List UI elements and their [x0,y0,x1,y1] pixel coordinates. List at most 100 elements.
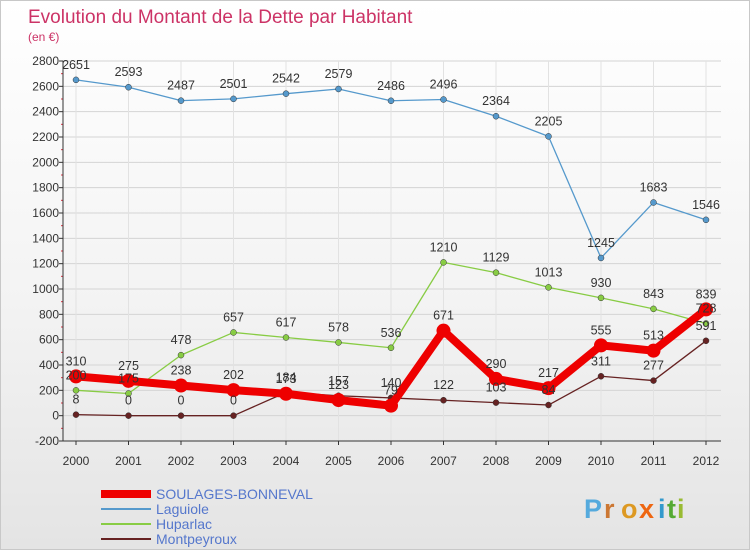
logo-letter: o [621,494,638,524]
data-label: 311 [591,354,611,368]
legend: SOULAGES-BONNEVALLaguioleHuparlacMontpey… [101,486,313,547]
data-label: 2593 [115,65,143,79]
y-tick-label: 1600 [32,206,59,220]
data-point [492,399,500,406]
logo-letter: r [604,494,615,524]
data-point [650,199,657,206]
y-tick-label: 200 [39,383,59,397]
data-label: 2486 [377,79,405,93]
data-point [226,383,241,398]
x-tick-label: 2012 [693,454,720,468]
y-tick-label: 2000 [32,155,59,169]
data-label: 728 [696,301,717,315]
logo-letter: P [584,494,602,524]
data-label: 157 [328,374,349,388]
logo-letter: i [677,494,685,524]
data-point [125,390,132,397]
data-point [489,371,503,386]
data-label: 536 [381,326,402,340]
data-point [650,305,657,313]
data-label: 578 [328,320,349,334]
data-point [177,412,185,419]
x-tick-label: 2009 [535,454,562,468]
data-label: 123 [328,378,349,392]
y-tick-label: 2800 [32,54,59,68]
data-label: 1013 [535,265,563,279]
data-point [230,329,237,336]
data-label: 175 [118,372,139,386]
data-point [597,294,605,302]
data-label: 275 [118,359,139,373]
data-label: 84 [542,383,556,397]
data-label: 1546 [692,198,720,212]
data-point [492,112,500,120]
data-point [492,269,500,276]
chart-subtitle: (en €) [28,30,59,44]
data-label: 310 [66,354,87,368]
data-label: 202 [223,368,244,382]
data-label: 0 [125,394,132,408]
data-point [174,378,188,393]
data-label: 671 [433,309,454,323]
data-label: 1683 [640,180,668,194]
data-label: 2579 [325,67,353,81]
data-point [177,97,185,104]
data-point [279,386,293,401]
data-label: 79 [384,384,398,398]
data-point [335,85,342,93]
x-tick-label: 2011 [641,454,667,468]
legend-label: Montpeyroux [156,531,237,547]
data-label: 839 [696,287,717,301]
x-tick-label: 2008 [483,454,510,468]
data-label: 1210 [430,240,458,254]
y-tick-label: -200 [35,434,59,448]
data-label: 843 [643,287,664,301]
data-label: 0 [230,394,237,408]
data-point [387,97,395,105]
data-point [545,133,552,140]
axes: -200020040060080010001200140016001800200… [32,54,721,468]
data-point [702,216,710,224]
data-point [545,284,552,291]
y-tick-label: 2600 [32,79,59,93]
x-tick-label: 2001 [115,454,142,468]
data-label: 555 [591,323,612,337]
data-point [440,259,447,266]
data-point [125,83,132,91]
data-label: 184 [276,370,297,384]
data-point [646,343,661,358]
data-point [650,377,657,384]
data-point [699,302,713,317]
data-point [335,339,342,346]
data-point [597,254,605,262]
x-tick-label: 2000 [63,454,90,468]
data-label: 2542 [272,72,300,86]
data-label: 513 [643,329,664,343]
data-label: 657 [223,310,244,324]
data-point [597,373,605,380]
data-label: 140 [381,376,402,390]
data-label: 2487 [167,79,195,93]
data-label: 103 [486,381,507,395]
y-tick-label: 1800 [32,181,59,195]
y-tick-label: 1200 [32,257,59,271]
data-label: 0 [178,394,185,408]
legend-label: SOULAGES-BONNEVAL [156,486,313,502]
data-point [282,90,290,97]
data-point [121,373,136,388]
data-point [282,334,290,341]
data-label: 2501 [220,77,248,91]
logo-letter: t [667,494,676,524]
x-tick-label: 2002 [168,454,195,468]
data-point [702,320,710,327]
data-label: 617 [276,316,297,330]
data-label: 1245 [587,236,615,250]
data-label: 290 [486,357,507,371]
data-point [230,412,237,419]
data-point [69,369,83,384]
logo-letter: x [639,494,654,524]
data-point [230,95,237,103]
